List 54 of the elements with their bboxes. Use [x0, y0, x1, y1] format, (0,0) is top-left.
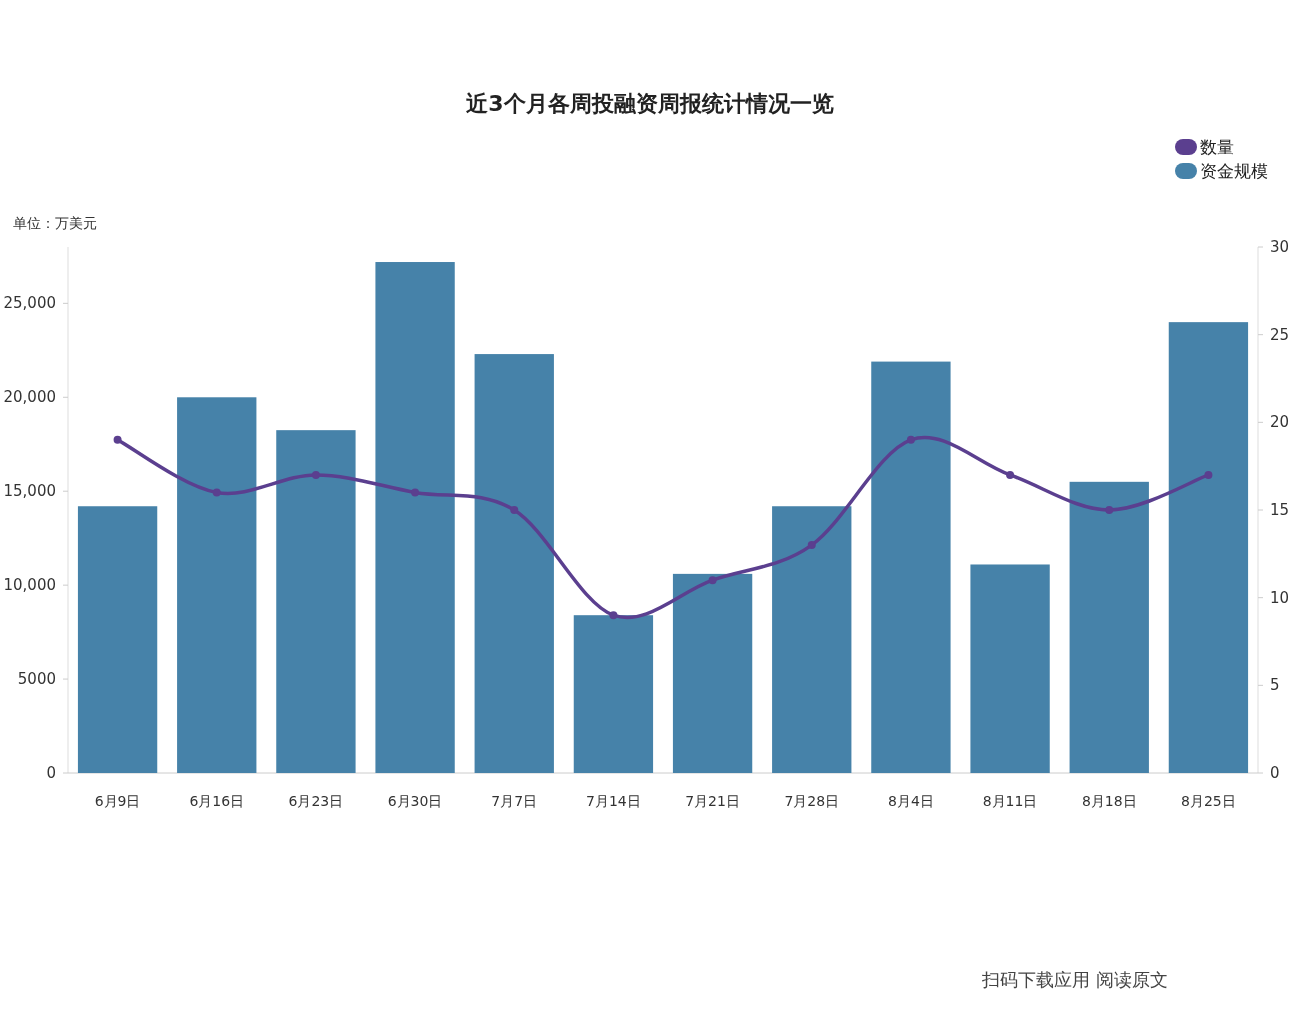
y-tick-label: 10,000	[3, 576, 56, 595]
bar	[276, 430, 356, 773]
point	[906, 435, 915, 444]
point	[1105, 506, 1114, 514]
x-tick-label: 6月16日	[189, 793, 245, 809]
text: 扫码下载应用 阅读原文	[981, 969, 1168, 990]
point	[411, 488, 420, 497]
x-tick-label: 7月14日	[586, 793, 641, 809]
point	[807, 541, 816, 550]
y2-tick-label: 15	[1270, 501, 1290, 519]
legend-label: 资金规模	[1200, 161, 1268, 181]
chart-title: 近3个月各周投融资周报统计情况一览	[465, 91, 834, 116]
x-tick-label: 7月28日	[784, 793, 840, 809]
x-tick-label: 7月21日	[685, 793, 740, 809]
x-tick-label: 6月9日	[94, 793, 141, 809]
y2-tick-label: 20	[1270, 413, 1290, 432]
legend-label: 数量	[1200, 137, 1234, 157]
x-tick-label: 8月11日	[982, 793, 1038, 809]
bar	[672, 573, 753, 773]
y-tick-label: 25,000	[3, 294, 56, 313]
x-tick-label: 6月30日	[387, 793, 443, 809]
point	[311, 470, 320, 479]
x-tick-label: 8月25日	[1181, 793, 1236, 809]
point	[212, 488, 221, 497]
y2-tick-label: 0	[1270, 764, 1280, 782]
bar	[772, 506, 852, 773]
y-tick-label: 5000	[17, 670, 56, 689]
bar	[177, 397, 257, 773]
point	[510, 506, 519, 514]
bar	[573, 615, 654, 773]
y2-tick-label: 30	[1270, 238, 1290, 256]
bar	[77, 506, 158, 773]
y2-tick-label: 5	[1270, 676, 1280, 695]
point	[708, 576, 717, 585]
y-axis-title: 单位：万美元	[13, 215, 97, 231]
y2-tick-label: 25	[1270, 325, 1290, 344]
x-tick-label: 8月4日	[888, 793, 934, 809]
bar	[871, 361, 951, 773]
bar	[1168, 322, 1249, 773]
point	[1204, 470, 1213, 479]
point	[609, 611, 618, 620]
y-tick-label: 15,000	[3, 482, 56, 501]
y-tick-label: 20,000	[3, 388, 56, 407]
x-tick-label: 8月18日	[1081, 793, 1137, 809]
x-tick-label: 7月7日	[491, 793, 538, 809]
y-tick-label: 0	[46, 764, 56, 782]
point	[113, 435, 122, 444]
bar	[1069, 481, 1149, 773]
bar	[375, 262, 455, 773]
bar	[474, 354, 554, 773]
x-tick-label: 6月23日	[288, 793, 344, 809]
bar	[970, 564, 1050, 773]
y2-tick-label: 10	[1270, 588, 1290, 607]
point	[1006, 470, 1015, 479]
